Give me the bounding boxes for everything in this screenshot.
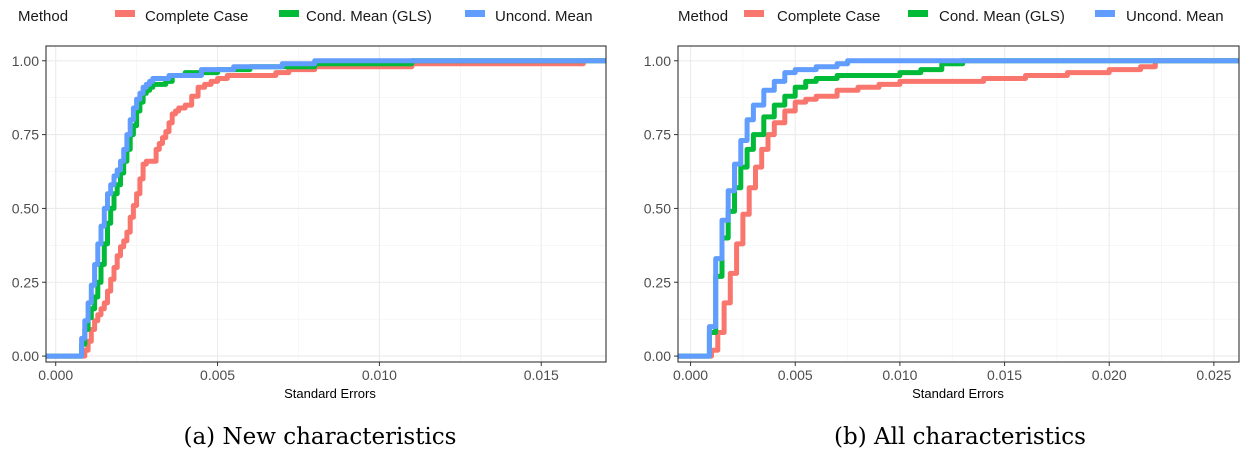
x-tick-label: 0.000 (38, 367, 73, 383)
y-tick-label: 0.00 (644, 348, 671, 364)
legend-label: Cond. Mean (GLS) (939, 8, 1065, 25)
x-tick-label: 0.010 (882, 367, 917, 383)
series-line-cond-mean-gls (46, 58, 606, 359)
legend-label: Complete Case (145, 8, 248, 25)
legend-label: Uncond. Mean (1126, 8, 1224, 25)
legend: Method Complete Case Cond. Mean (GLS) Un… (18, 8, 593, 25)
x-axis-title: Standard Errors (912, 386, 1004, 401)
legend-title: Method (18, 8, 68, 25)
series-line-uncond-mean (678, 58, 1239, 359)
legend-label: Uncond. Mean (495, 8, 593, 25)
legend-key-uncond-mean (465, 10, 485, 17)
series-line-uncond-mean (46, 58, 606, 359)
y-tick-label: 0.75 (12, 127, 39, 143)
x-tick-label: 0.010 (362, 367, 397, 383)
x-tick-label: 0.000 (673, 367, 708, 383)
x-tick-label: 0.005 (778, 367, 813, 383)
plot-area: 0.00 0.25 0.50 0.75 1.00 0.000 0.005 0.010 0.015… (644, 45, 1240, 383)
y-tick-label: 0.50 (644, 200, 671, 216)
legend-key-complete-case (115, 10, 135, 17)
x-tick-label: 0.015 (524, 367, 559, 383)
x-tick-label: 0.020 (1092, 367, 1127, 383)
y-tick-label: 1.00 (644, 53, 671, 69)
x-tick-label: 0.025 (1196, 367, 1231, 383)
figure-caption: (b) All characteristics (834, 424, 1086, 450)
plot-background (46, 46, 606, 362)
legend-key-cond-mean (908, 10, 928, 17)
x-axis-title: Standard Errors (284, 386, 376, 401)
legend-key-uncond-mean (1095, 10, 1115, 17)
series-line-complete-case (46, 58, 606, 359)
series-line-complete-case (678, 58, 1239, 359)
y-tick-label: 0.00 (12, 348, 39, 364)
chart-panel-b: Method Complete Case Cond. Mean (GLS) Un… (644, 8, 1240, 450)
y-tick-label: 0.25 (12, 274, 39, 290)
y-tick-label: 0.25 (644, 274, 671, 290)
legend: Method Complete Case Cond. Mean (GLS) Un… (678, 8, 1224, 25)
x-tick-label: 0.005 (200, 367, 235, 383)
plot-area: 0.00 0.25 0.50 0.75 1.00 0.000 0.005 0.010 0.015 (12, 45, 607, 383)
legend-title: Method (678, 8, 728, 25)
y-tick-label: 0.75 (644, 127, 671, 143)
chart-panel-a: Method Complete Case Cond. Mean (GLS) Un… (12, 8, 607, 450)
plot-background (678, 46, 1239, 362)
y-tick-label: 1.00 (12, 53, 39, 69)
x-tick-label: 0.015 (987, 367, 1022, 383)
legend-key-complete-case (744, 10, 764, 17)
figure-caption: (a) New characteristics (184, 424, 457, 450)
legend-key-cond-mean (279, 10, 299, 17)
y-tick-label: 0.50 (12, 200, 39, 216)
plot-border (45, 45, 607, 363)
plot-border (677, 45, 1240, 363)
legend-label: Cond. Mean (GLS) (306, 8, 432, 25)
legend-label: Complete Case (777, 8, 880, 25)
